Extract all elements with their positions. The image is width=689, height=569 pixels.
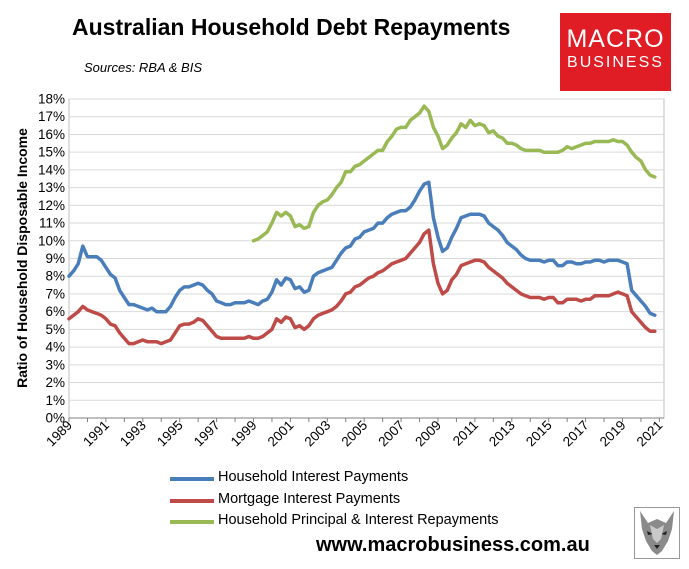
x-tick-label: 2019	[597, 418, 629, 450]
y-tick-label: 12%	[38, 198, 65, 213]
y-tick-label: 17%	[38, 109, 65, 124]
x-tick-label: 2009	[412, 418, 444, 450]
y-tick-label: 9%	[45, 251, 65, 266]
y-tick-label: 5%	[45, 322, 65, 337]
x-tick-label: 2001	[265, 418, 297, 450]
x-tick-label: 2003	[302, 418, 334, 450]
legend-label-mortgage: Mortgage Interest Payments	[218, 490, 401, 507]
logo-text-business: BUSINESS	[567, 54, 664, 71]
y-tick-label: 2%	[45, 375, 65, 390]
x-tick-label: 2007	[375, 418, 407, 450]
y-tick-label: 0%	[45, 411, 65, 426]
x-tick-label: 2017	[560, 418, 592, 450]
x-tick-label: 1995	[154, 418, 186, 450]
y-tick-label: 6%	[45, 304, 65, 319]
legend-swatch-interest	[170, 477, 214, 481]
x-tick-label: 2021	[634, 418, 666, 450]
x-tick-label: 1991	[80, 418, 112, 450]
x-tick-label: 2005	[338, 418, 370, 450]
logo-text-macro: MACRO	[566, 25, 665, 53]
chart-title: Australian Household Debt Repayments	[72, 14, 511, 40]
y-tick-label: 18%	[38, 92, 65, 107]
website-url: www.macrobusiness.com.au	[316, 534, 590, 556]
legend-swatch-mortgage	[170, 498, 214, 503]
wolf-logo-icon	[634, 507, 680, 559]
x-tick-label: 1993	[117, 418, 149, 450]
legend-swatch-principal-interest	[170, 520, 214, 524]
y-tick-label: 10%	[38, 233, 65, 248]
y-axis-label: Ratio of Household Disposable Income	[14, 128, 30, 388]
y-tick-label: 16%	[38, 127, 65, 142]
x-tick-label: 1999	[228, 418, 260, 450]
x-tick-label: 1997	[191, 418, 223, 450]
y-tick-label: 1%	[45, 393, 65, 408]
y-tick-label: 3%	[45, 357, 65, 372]
x-tick-label: 2011	[450, 418, 481, 449]
y-tick-label: 13%	[38, 180, 65, 195]
y-tick-label: 8%	[45, 269, 65, 284]
legend-label-interest: Household Interest Payments	[218, 469, 409, 485]
series-line-1	[67, 228, 657, 346]
x-tick-label: 2015	[523, 418, 555, 450]
y-tick-label: 14%	[38, 162, 65, 177]
x-tick-label: 2013	[486, 418, 518, 450]
y-tick-label: 11%	[39, 216, 65, 231]
y-tick-label: 7%	[45, 286, 65, 301]
series-line-0	[67, 180, 657, 317]
series-line-2	[251, 104, 657, 243]
y-tick-label: 15%	[38, 145, 65, 160]
macrobusiness-logo: MACRO BUSINESS	[560, 13, 671, 91]
y-tick-label: 4%	[45, 340, 65, 355]
legend-label-principal-interest: Household Principal & Interest Repayment…	[218, 512, 499, 528]
sources-note: Sources: RBA & BIS	[84, 60, 203, 75]
